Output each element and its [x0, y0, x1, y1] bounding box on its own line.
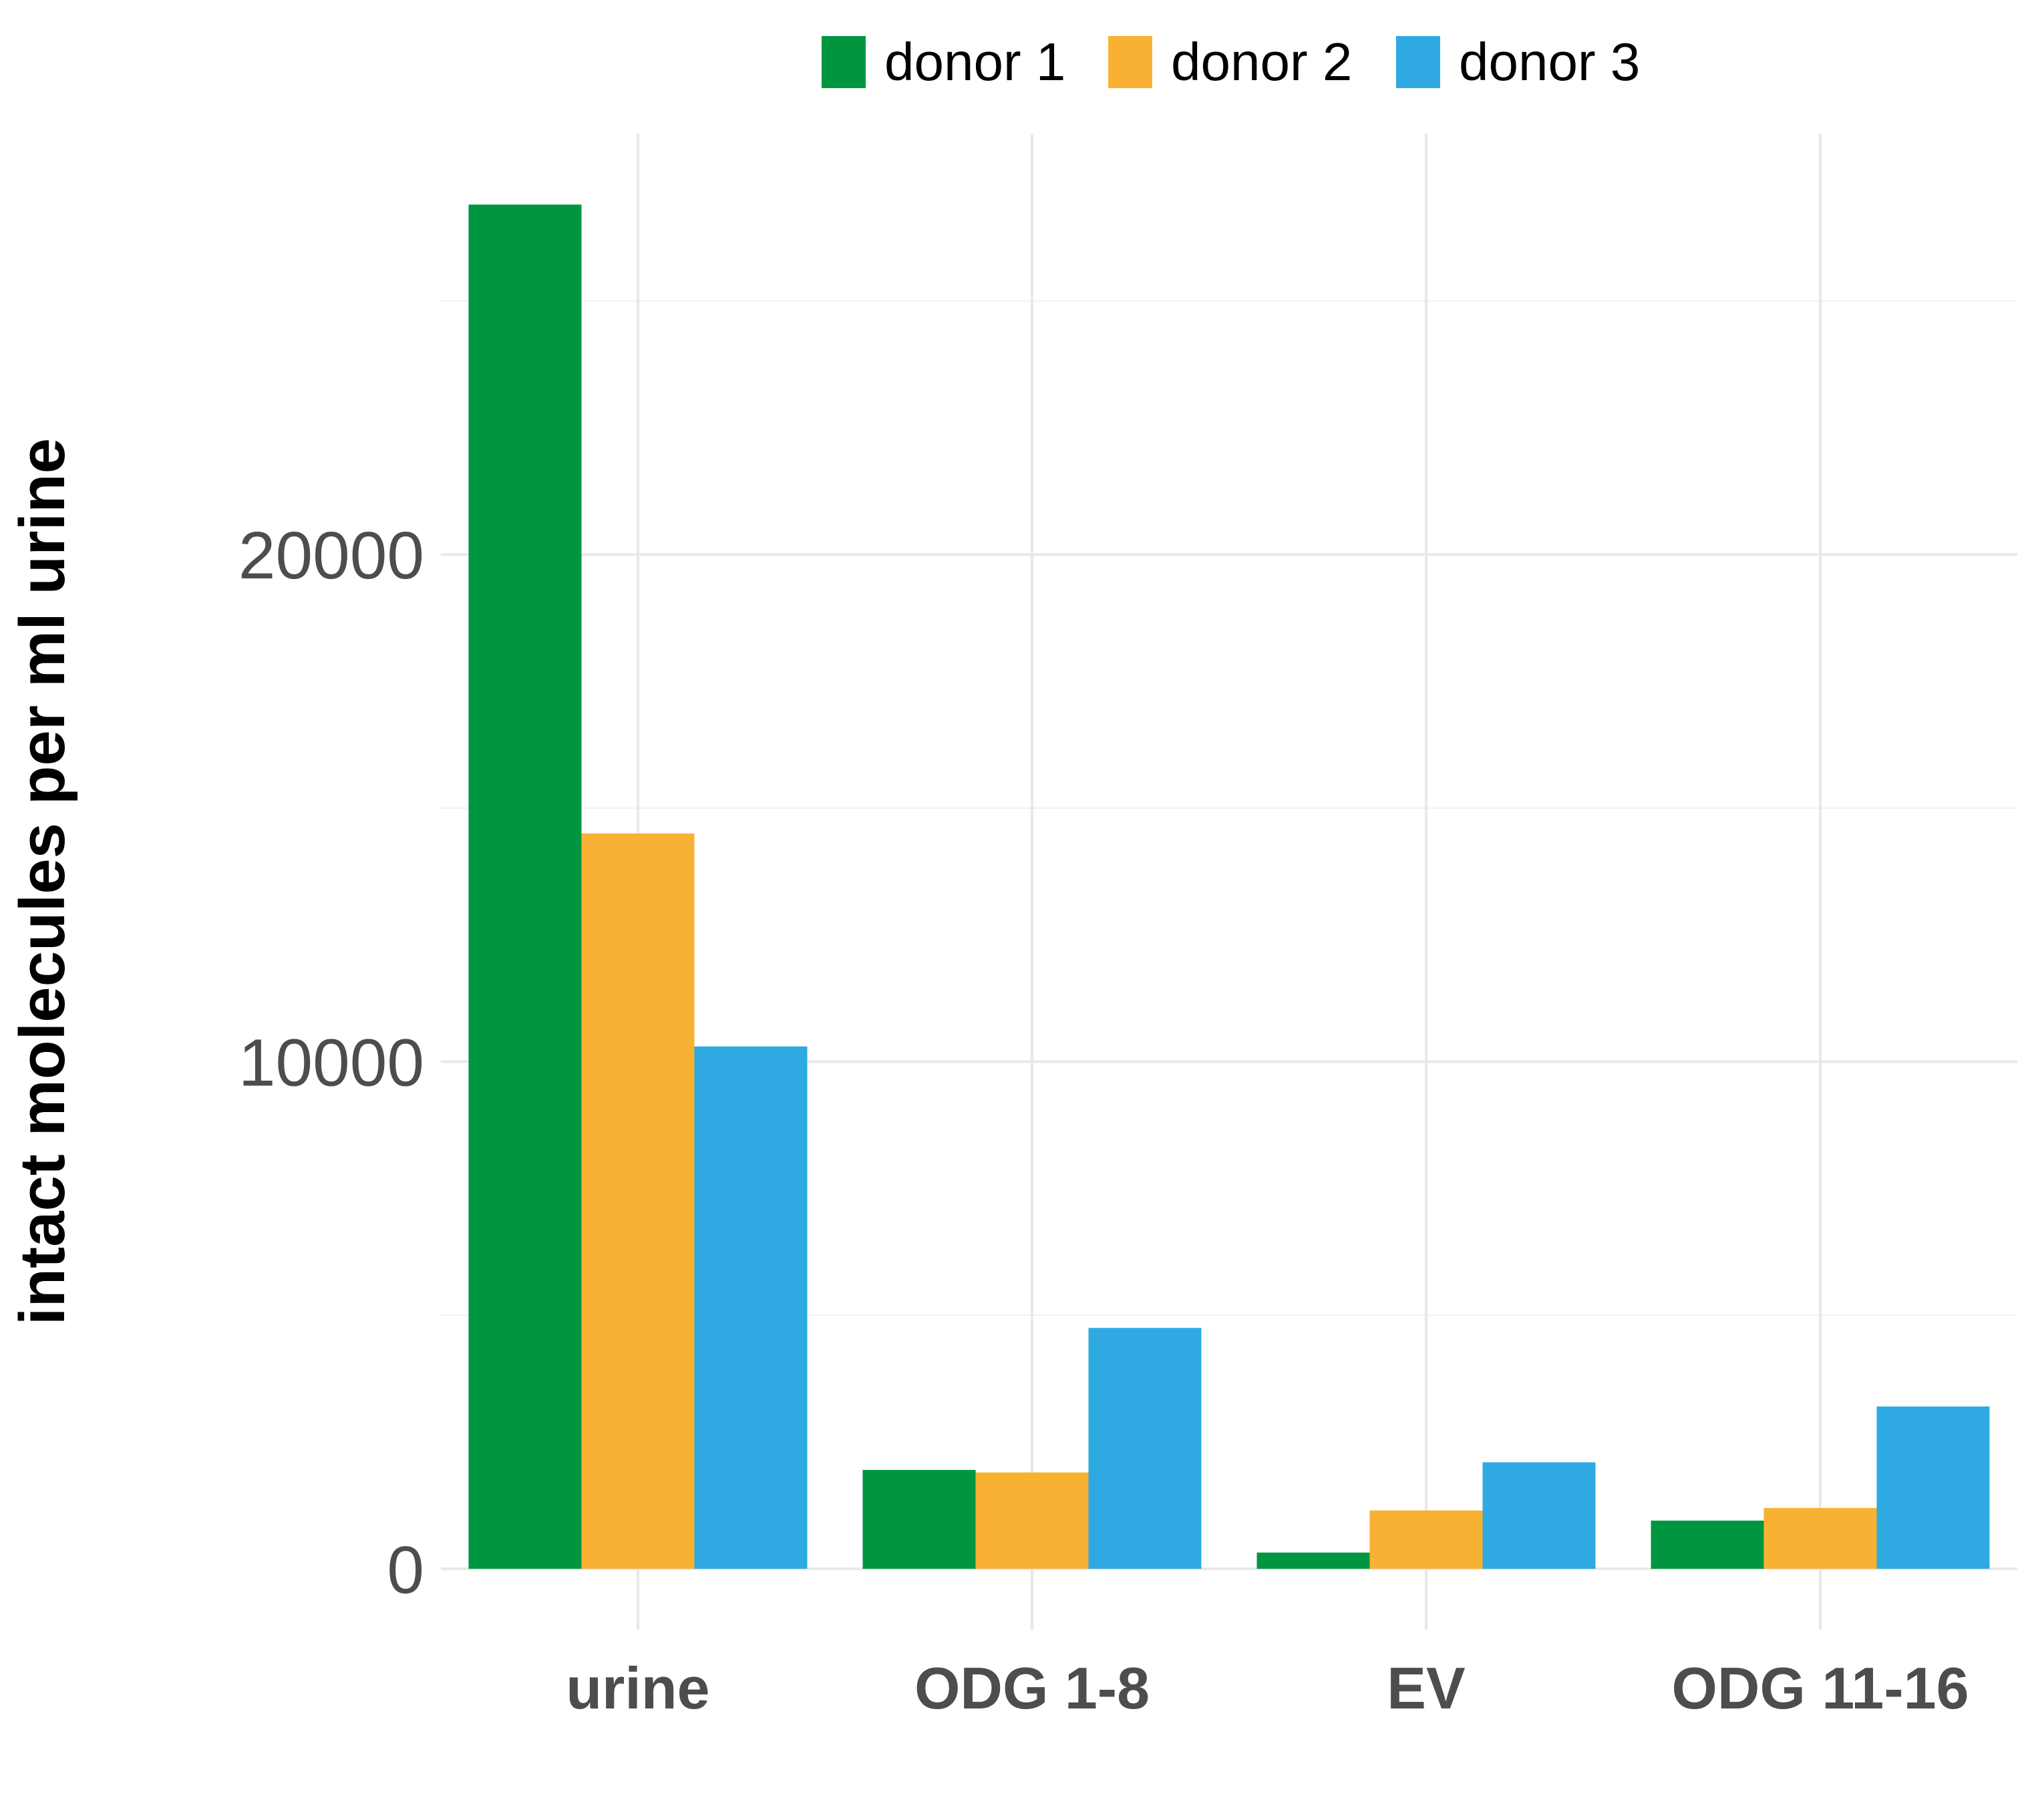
y-tick-label: 20000: [238, 518, 424, 593]
legend: donor 1 donor 2 donor 3: [0, 27, 2034, 100]
legend-label-donor-3: donor 3: [1459, 32, 1641, 92]
x-tick-label: EV: [1387, 1655, 1466, 1721]
bar-donor-2-ODG-11-16: [1763, 1507, 1877, 1569]
legend-label-donor-1: donor 1: [884, 32, 1066, 92]
bar-donor-1-ODG-1-8: [862, 1469, 976, 1569]
bar-donor-1-EV: [1256, 1552, 1370, 1569]
bar-donor-1-urine: [468, 204, 582, 1569]
bar-donor-3-ODG-1-8: [1088, 1328, 1202, 1569]
bar-donor-3-urine: [694, 1046, 808, 1569]
y-tick-label: 10000: [238, 1026, 424, 1101]
bar-donor-1-ODG-11-16: [1651, 1520, 1764, 1569]
legend-item-donor-3: donor 3: [1396, 32, 1640, 92]
legend-item-donor-1: donor 1: [822, 32, 1065, 92]
y-tick-label: 0: [387, 1533, 424, 1608]
legend-swatch-donor-1: [822, 36, 866, 88]
legend-swatch-donor-3: [1396, 36, 1440, 88]
legend-item-donor-2: donor 2: [1108, 32, 1352, 92]
legend-swatch-donor-2: [1108, 36, 1152, 88]
y-axis-ticks: 0 10000 20000: [238, 518, 424, 1608]
bar-donor-3-EV: [1482, 1462, 1596, 1569]
bar-donor-2-EV: [1369, 1510, 1483, 1569]
x-tick-label: ODG 11-16: [1671, 1655, 1969, 1721]
x-tick-label: urine: [566, 1655, 709, 1721]
bar-donor-2-ODG-1-8: [975, 1472, 1089, 1569]
y-axis-label: intact molecules per ml urine: [7, 438, 78, 1325]
bar-donor-2-urine: [581, 833, 695, 1569]
x-axis-ticks: urine ODG 1-8 EV ODG 11-16: [566, 1655, 1969, 1721]
bar-donor-3-ODG-11-16: [1876, 1406, 1990, 1569]
x-tick-label: ODG 1-8: [914, 1655, 1150, 1721]
bars: [468, 204, 1990, 1569]
legend-label-donor-2: donor 2: [1171, 32, 1353, 92]
